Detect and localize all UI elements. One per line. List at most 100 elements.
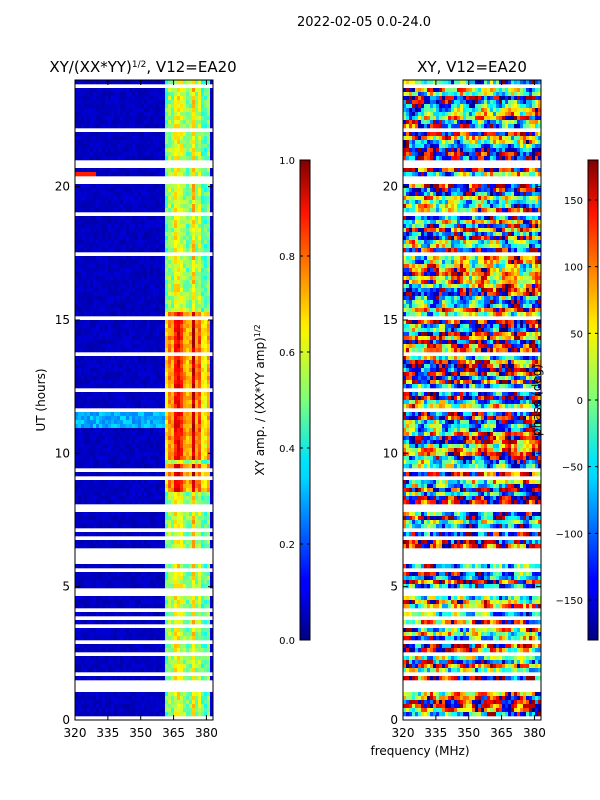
amp-cell [192, 220, 196, 225]
amp-cell [141, 332, 145, 337]
amp-cell [102, 124, 106, 129]
amp-cell [180, 460, 184, 465]
amp-cell [78, 232, 82, 237]
amp-cell [183, 188, 187, 193]
amp-cell [123, 116, 127, 121]
amp-cell [201, 340, 205, 345]
amp-cell [126, 100, 130, 105]
amp-cell [195, 348, 199, 353]
amp-cell [141, 136, 145, 141]
amp-cell [126, 208, 130, 213]
amp-cell [210, 452, 214, 457]
amp-cell [183, 432, 187, 437]
amp-cell [135, 208, 139, 213]
amp-cell [111, 336, 115, 341]
amp-cell [159, 356, 163, 361]
amp-cell [132, 584, 136, 589]
amp-cell [123, 372, 127, 377]
amp-cell [108, 224, 112, 229]
amp-cell [171, 332, 175, 337]
amp-cell [171, 272, 175, 277]
amp-cell [108, 220, 112, 225]
amp-cell [195, 488, 199, 493]
amp-cell [126, 456, 130, 461]
amp-cell [81, 116, 85, 121]
amp-cell [159, 472, 163, 477]
amp-cell [129, 620, 133, 625]
amp-cell [87, 308, 91, 313]
amp-cell [78, 140, 82, 145]
amp-cell [180, 276, 184, 281]
amp-cell [174, 288, 178, 293]
amp-cell [204, 484, 208, 489]
amp-cell [108, 340, 112, 345]
amp-cell [189, 280, 193, 285]
amp-cell [105, 296, 109, 301]
amp-cell [207, 168, 211, 173]
amp-cell [135, 112, 139, 117]
amp-cell [78, 612, 82, 617]
amp-cell [84, 276, 88, 281]
amp-cell [210, 228, 214, 233]
amp-cell [132, 424, 136, 429]
amp-cell [153, 88, 157, 93]
amp-cell [87, 360, 91, 365]
amp-cell [147, 480, 151, 485]
amp-cell [168, 272, 172, 277]
amp-cell [210, 516, 214, 521]
amp-panel: XY/(XX*YY)1/2, V12=EA20 320 335 350 365 3800… [34, 58, 237, 740]
amp-cell [165, 268, 169, 273]
amp-cell [198, 372, 202, 377]
amp-cell [87, 484, 91, 489]
amp-cell [129, 324, 133, 329]
amp-cell [177, 332, 181, 337]
amp-cell [117, 340, 121, 345]
amp-cell [210, 544, 214, 549]
amp-cell [81, 236, 85, 241]
amp-cell [207, 288, 211, 293]
amp-cell [183, 224, 187, 229]
amp-cell [75, 356, 79, 361]
amp-cell [81, 184, 85, 189]
amp-cell [204, 184, 208, 189]
amp-cell [135, 192, 139, 197]
amp-cell [99, 420, 103, 425]
amp-cell [123, 436, 127, 441]
amp-cell [135, 100, 139, 105]
amp-cell [210, 368, 214, 373]
amp-cell [114, 308, 118, 313]
amp-cell [207, 444, 211, 449]
amp-cell [210, 532, 214, 537]
amp-cell [180, 156, 184, 161]
amp-cell [132, 596, 136, 601]
amp-cell [108, 248, 112, 253]
amp-cell [129, 108, 133, 113]
amp-cell [210, 308, 214, 313]
amp-cell [201, 532, 205, 537]
amp-cell [198, 600, 202, 605]
amp-cell [162, 436, 166, 441]
amp-cell [189, 436, 193, 441]
amp-cell [156, 364, 160, 369]
amp-cell [144, 444, 148, 449]
amp-cell [147, 116, 151, 121]
amp-cell [144, 292, 148, 297]
amp-cell [159, 384, 163, 389]
amp-cell [201, 112, 205, 117]
amp-cell [210, 200, 214, 205]
amp-cell [108, 404, 112, 409]
amp-cell [147, 500, 151, 505]
amp-cell [81, 288, 85, 293]
amp-cell [168, 480, 172, 485]
amp-cell [177, 564, 181, 569]
amp-cell [189, 324, 193, 329]
amp-cell [114, 436, 118, 441]
amp-cell [141, 204, 145, 209]
amp-cell [135, 292, 139, 297]
amp-cell [99, 516, 103, 521]
amp-cell [174, 148, 178, 153]
amp-cell [144, 200, 148, 205]
amp-cell [186, 428, 190, 433]
amp-cell [99, 348, 103, 353]
